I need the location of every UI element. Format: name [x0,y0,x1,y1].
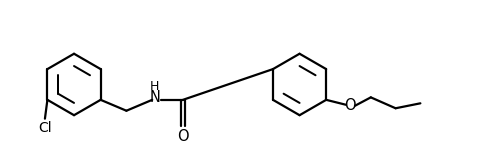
Text: Cl: Cl [38,121,52,135]
Text: N: N [149,90,160,105]
Text: O: O [177,128,188,144]
Text: H: H [150,81,160,93]
Text: O: O [344,98,356,113]
